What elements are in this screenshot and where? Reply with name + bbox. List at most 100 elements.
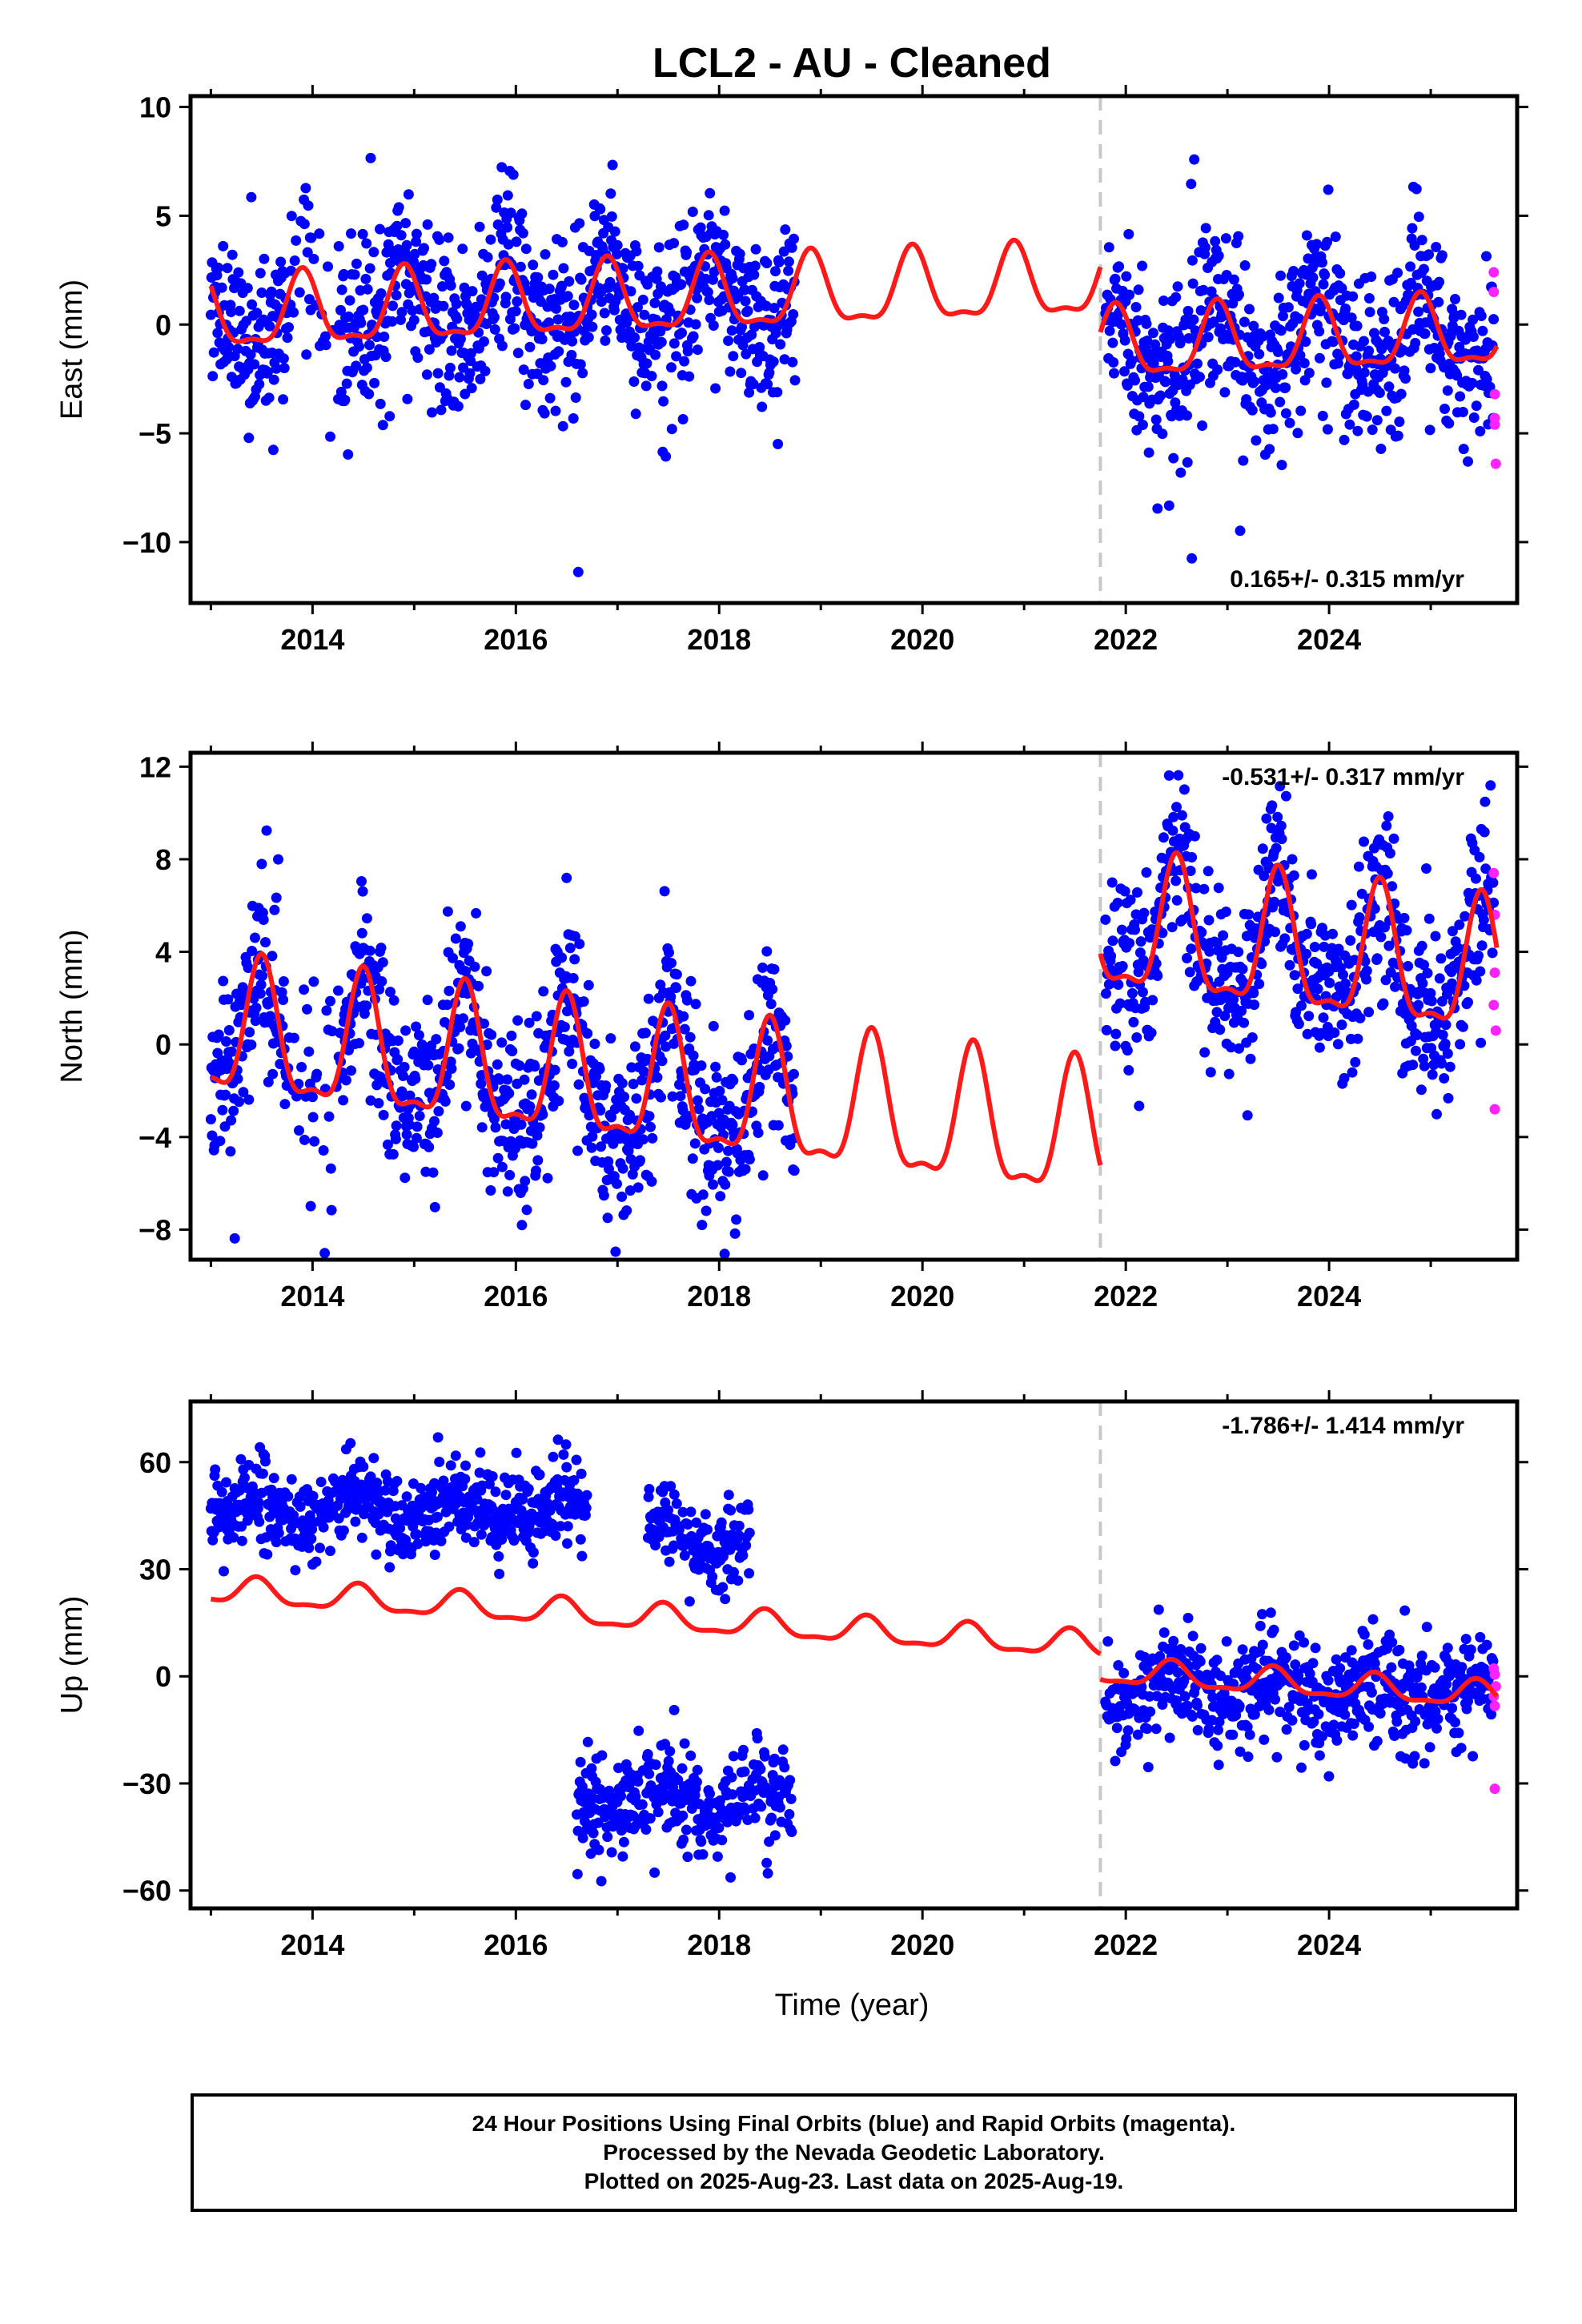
north-data-point <box>1476 1037 1487 1048</box>
up-data-point <box>493 1551 504 1562</box>
up-data-point <box>595 1783 606 1795</box>
north-data-point <box>1339 1072 1350 1084</box>
east-data-point <box>1338 315 1349 326</box>
east-data-point <box>1371 415 1383 426</box>
north-data-point <box>1158 832 1169 843</box>
east-x-tick-label: 2022 <box>1094 623 1158 656</box>
north-data-point <box>1276 834 1287 845</box>
north-data-point <box>246 1039 257 1051</box>
up-data-point <box>1132 1729 1143 1740</box>
north-data-point <box>1266 822 1277 834</box>
up-data-point <box>1283 1702 1295 1713</box>
east-data-point <box>550 405 561 416</box>
north-rapid-point <box>1489 1104 1500 1115</box>
north-data-point <box>1113 979 1124 990</box>
up-data-point <box>572 1868 583 1880</box>
east-data-point <box>387 300 398 312</box>
east-data-point <box>1292 428 1303 439</box>
north-data-point <box>1440 1019 1452 1031</box>
east-data-point <box>1388 296 1399 308</box>
north-data-point <box>223 994 234 1005</box>
north-data-point <box>1226 1042 1236 1053</box>
east-data-point <box>1468 412 1480 423</box>
north-data-point <box>773 1120 784 1131</box>
east-data-point <box>512 348 524 359</box>
east-data-point <box>1299 358 1310 368</box>
up-data-point <box>643 1491 654 1502</box>
east-data-point <box>443 232 454 243</box>
up-data-point <box>685 1750 697 1761</box>
east-data-point <box>789 375 801 386</box>
east-data-point <box>1134 411 1145 422</box>
east-data-point <box>387 316 398 327</box>
up-rate-label: -1.786+/- 1.414 mm/yr <box>1222 1413 1464 1439</box>
east-data-point <box>226 307 237 317</box>
east-data-point <box>452 313 463 324</box>
up-data-point <box>1142 1762 1154 1773</box>
east-data-point <box>511 236 522 247</box>
up-data-point <box>1386 1662 1397 1673</box>
north-data-point <box>260 937 271 948</box>
up-data-point <box>1416 1651 1427 1662</box>
up-data-point <box>1313 1709 1324 1719</box>
east-data-point <box>1140 344 1151 355</box>
north-data-point <box>1407 1059 1419 1071</box>
north-data-point <box>1147 995 1158 1006</box>
east-data-point <box>783 256 794 267</box>
up-data-point <box>1463 1695 1473 1707</box>
east-data-point <box>482 251 493 263</box>
east-data-point <box>566 349 577 360</box>
east-data-point <box>492 194 503 205</box>
east-data-point <box>1272 347 1283 357</box>
east-data-point <box>749 269 760 280</box>
east-data-point <box>1219 387 1231 398</box>
north-data-point <box>1425 987 1436 999</box>
east-data-point <box>1294 278 1305 289</box>
north-data-point <box>616 1078 628 1089</box>
up-data-point <box>649 1867 661 1878</box>
north-data-point <box>1478 915 1489 926</box>
north-data-point <box>1228 994 1239 1005</box>
up-data-point <box>253 1497 264 1508</box>
north-data-point <box>428 1167 439 1178</box>
north-data-point <box>1427 1069 1438 1080</box>
east-data-point <box>625 286 636 297</box>
up-data-point <box>239 1472 250 1483</box>
east-data-point <box>1213 250 1224 261</box>
up-data-point <box>438 1475 449 1486</box>
up-data-point <box>235 1454 247 1465</box>
north-data-point <box>1378 998 1389 1009</box>
east-data-point <box>572 566 584 577</box>
east-data-point <box>1277 369 1288 380</box>
north-data-point <box>626 1062 637 1073</box>
east-data-point <box>669 338 680 349</box>
north-data-point <box>207 1130 218 1141</box>
east-data-point <box>669 238 680 249</box>
east-data-point <box>1142 381 1154 392</box>
north-data-point <box>1146 1027 1157 1039</box>
east-data-point <box>1400 373 1411 384</box>
up-data-point <box>1447 1703 1458 1714</box>
up-data-point <box>315 1542 325 1554</box>
north-data-point <box>1488 877 1499 888</box>
east-data-point <box>510 306 521 317</box>
up-data-point <box>273 1527 284 1538</box>
north-data-point <box>1270 927 1281 938</box>
east-data-point <box>474 221 485 232</box>
east-data-point <box>1327 336 1339 348</box>
east-data-point <box>1168 452 1179 464</box>
up-data-point <box>1242 1721 1253 1732</box>
east-data-point <box>612 239 623 251</box>
east-data-point <box>1347 291 1359 302</box>
north-data-point <box>1345 935 1356 946</box>
north-data-point <box>512 1015 524 1026</box>
north-data-point <box>637 1134 648 1145</box>
north-data-point <box>1247 1032 1258 1043</box>
north-data-point <box>326 1204 337 1216</box>
up-data-point <box>713 1823 725 1833</box>
north-data-point <box>399 1061 410 1072</box>
east-data-point <box>1138 392 1149 403</box>
north-data-point <box>542 1172 553 1184</box>
east-rapid-point <box>1489 388 1500 400</box>
north-data-point <box>431 1034 442 1045</box>
